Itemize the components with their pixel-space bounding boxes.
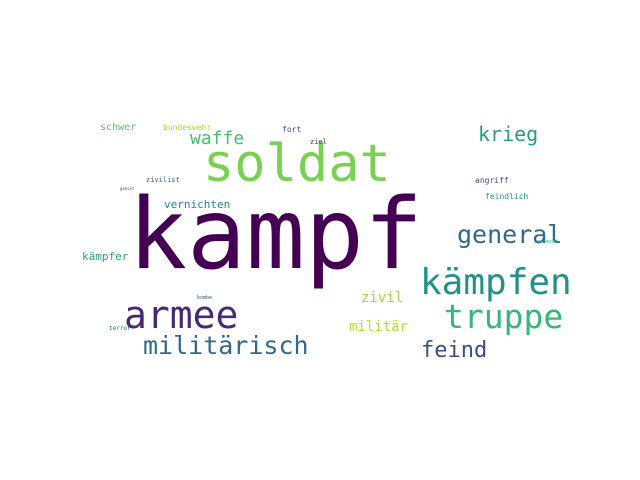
word-fort: fort [282,125,302,134]
word-gebiet: gebiet [120,186,135,191]
word-general: general [457,220,563,249]
word-armee: armee [124,293,239,337]
word-bundeswehr: bundeswehr [163,123,212,132]
word-zivil: zivil [361,290,404,306]
word-kaempfer: kämpfer [82,250,129,263]
word-kaempfen: kämpfen [420,262,572,303]
word-schwer: schwer [100,122,137,133]
word-truppe: truppe [444,297,564,336]
word-waffe: waffe [190,128,245,149]
word-ziel: ziel [310,138,327,146]
word-bombe: bombe [197,295,213,301]
word-soldat: soldat [203,134,391,194]
word-vernichten: vernichten [164,198,231,211]
word-militaerisch: militärisch [143,331,309,360]
word-angriff: angriff [475,176,509,185]
word-terror: terror [109,325,131,332]
word-kampf: kampf [128,178,424,292]
word-zivilist: zivilist [146,176,180,184]
word-feindlich: feindlich [485,192,529,201]
word-feind: feind [421,338,488,363]
word-krieg: krieg [478,122,539,146]
word-gefecht: gefecht [537,239,559,245]
word-militaer: militär [349,319,409,335]
